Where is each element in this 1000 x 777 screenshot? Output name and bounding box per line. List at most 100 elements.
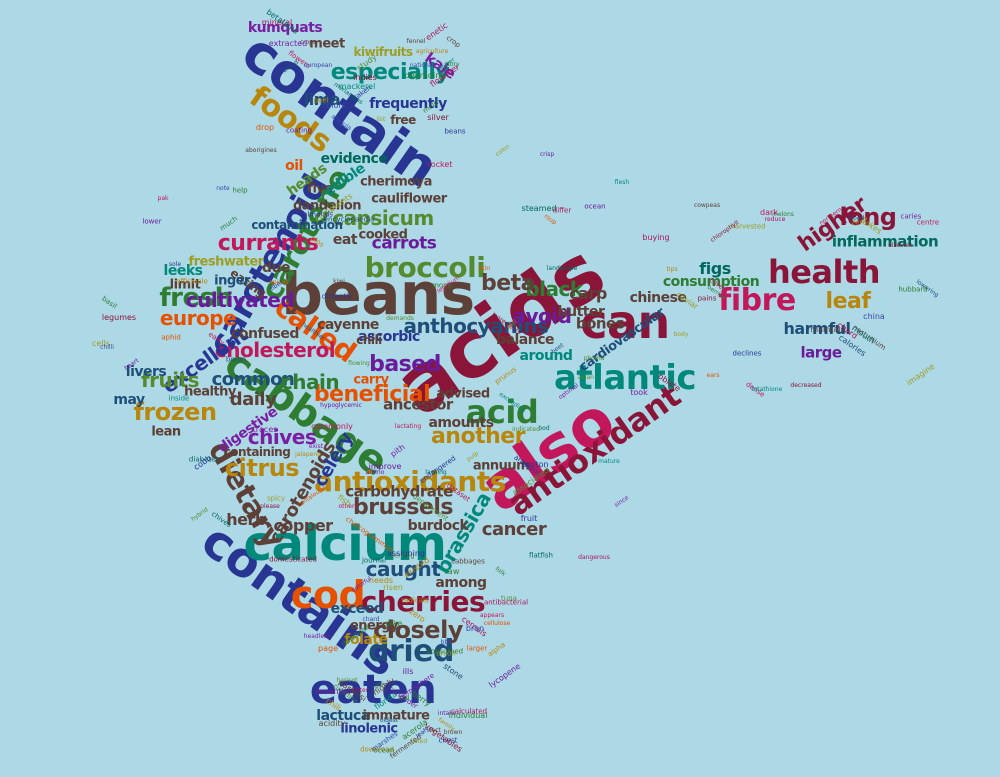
word-kumquats: kumquats [247,20,323,36]
word-atlantic: atlantic [553,358,697,398]
small-word: commonly [311,422,353,431]
small-word: demands [386,315,414,322]
small-word: boston [521,460,549,469]
small-word: maintain [810,325,846,334]
word-lima: lima [303,90,341,109]
small-word: pak [157,195,169,202]
small-word: antibacterial [483,598,529,607]
small-word: cabbages [451,557,485,566]
word-another: another [430,424,526,449]
small-word: please [260,503,280,510]
small-word: zero [851,218,867,227]
small-word: list [376,116,386,123]
small-word: hypoglycemic [320,402,362,409]
small-word: diabetes [188,455,220,464]
small-word: national [409,62,435,69]
small-word: agriculture [415,48,449,55]
word-chinese: chinese [629,290,687,306]
word-carbohydrate: carbohydrate [345,482,453,501]
word-beans: beans [281,260,475,328]
word-advised: advised [436,386,490,402]
word-beneficial: beneficial [313,382,431,407]
small-word: since [613,494,631,509]
word-common: common [211,369,295,390]
word-frequently: frequently [369,96,447,112]
small-word: stone [441,661,465,682]
small-word: bod [538,425,550,432]
word-cultivated: cultivated [185,288,295,312]
small-word: needs [368,576,394,585]
small-word: peel [313,96,329,105]
word-folate: folate [344,632,388,648]
small-word: ills [402,667,414,676]
small-word: domesticated [269,555,317,564]
small-word: indicated [512,426,540,433]
small-word: lacking [425,469,447,476]
small-word: blood [847,215,865,222]
word-contamination: contamination [251,218,343,232]
word-kiwifruits: kiwifruits [353,45,413,59]
word-frozen: frozen [133,398,217,426]
small-word: decreased [790,382,822,389]
small-word: body [673,331,689,338]
word-consumption: consumption [662,274,760,290]
word-healthy: healthy [184,384,236,400]
small-word: colon [494,143,512,159]
small-word: mono [432,281,452,290]
small-word: note [216,185,230,192]
word-closely: closely [373,616,463,644]
small-word: folk [493,565,507,578]
small-word: headless [303,633,331,640]
small-word: flatfish [529,551,553,560]
word-confused: confused [231,326,299,342]
small-word: rocket [427,160,453,169]
word-inger: inger [214,273,250,289]
small-word: officinale [176,277,208,286]
small-word: traces [252,425,278,434]
small-word: cells [92,339,110,348]
small-word: chilli [100,344,114,351]
small-word: pains [697,294,717,303]
small-word: chlorophyll [709,219,741,244]
word-energy: energy [349,618,399,634]
word-oil: oil [285,158,303,174]
word-exceed: exceed [330,601,384,617]
small-word: drop [255,123,275,132]
small-word: amino [365,469,385,476]
small-word: reduce [764,216,786,223]
word-containing: containing [223,445,291,459]
small-word: journal [361,556,387,565]
small-word: mature [598,458,620,465]
small-word: sole [168,261,182,268]
word-evidence: evidence [320,151,388,167]
word-herb: herb [226,510,266,529]
word-beta: beta [480,271,536,296]
word-carp: carp [569,284,607,303]
small-word: lycopene [487,661,523,690]
small-word: spices [269,279,289,286]
small-word: haricot [336,677,358,684]
word-cancer: cancer [481,519,547,540]
word-antioxidants: antioxidants [314,465,506,498]
small-word: others [338,503,358,510]
small-word: much [218,214,240,233]
small-word: fruit [520,514,538,523]
word-leaf: leaf [825,289,871,314]
word-ancestor: ancestor [383,395,453,414]
small-word: ocean [373,746,395,755]
small-word: buying [642,233,670,242]
word-caught: caught [365,557,441,581]
word-capsicum: capsicum [332,206,434,230]
word-five: five [307,181,333,197]
small-word: brown [443,729,463,736]
small-word: bran [465,624,485,633]
small-word: improve [368,462,402,471]
small-word: centre [916,218,940,227]
small-word: chest [438,736,458,745]
word-long: long [839,203,897,231]
word-calcium: calcium [243,516,447,572]
small-word: skin [477,265,491,272]
small-word: colors [322,101,346,110]
small-word: cod [398,695,410,702]
